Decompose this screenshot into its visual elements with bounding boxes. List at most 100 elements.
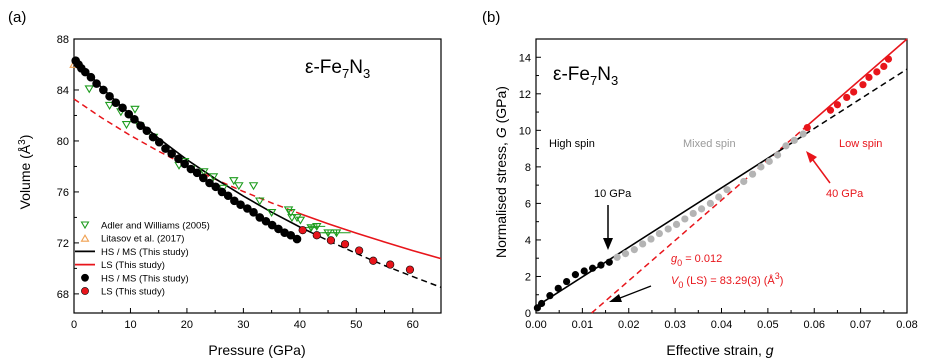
hs-ms-point	[136, 121, 145, 130]
legend-label: Adler and Williams (2005)	[101, 221, 210, 232]
panel-b-hs-fit-dashed	[804, 68, 908, 136]
hs-ms-point	[267, 220, 277, 230]
adler-point	[312, 222, 322, 232]
panel-b-xlabel: Effective strain, g	[666, 342, 773, 358]
panel-a-xtick-label: 0	[71, 319, 77, 331]
hs-ms-point	[148, 132, 158, 142]
panel-b-xtick-label: 0.04	[711, 319, 732, 331]
high-spin-point	[580, 267, 588, 275]
mixed-spin-point	[790, 136, 798, 144]
low-spin-point	[859, 81, 867, 89]
hs-ms-point	[92, 79, 101, 88]
high-spin-point	[537, 299, 546, 308]
hs-ms-point	[286, 230, 296, 240]
mixed-spin-point	[613, 253, 621, 261]
hs-ms-point	[124, 109, 134, 119]
arrow-40-gpa-head	[806, 151, 817, 163]
legend-label: Litasov et al. (2017)	[101, 234, 184, 245]
mixed-spin-point	[799, 130, 807, 138]
low-spin-point	[865, 73, 873, 81]
arrow-10-gpa-head	[603, 238, 613, 250]
adler-point	[254, 197, 265, 206]
high-spin-point	[597, 261, 605, 269]
hs-ms-point	[154, 137, 164, 147]
panel-b-ytick-label: 0	[525, 308, 531, 320]
mixed-spin-point	[757, 163, 765, 171]
low-spin-point	[833, 101, 842, 109]
adler-point	[104, 101, 115, 110]
hs-ms-point	[261, 216, 271, 226]
panel-a-ytick-label: 76	[57, 187, 69, 199]
hs-ms-point	[130, 114, 139, 124]
ls-point	[298, 226, 307, 235]
mixed-spin-point	[765, 157, 773, 165]
panel-b-ls-fit-solid	[804, 38, 908, 129]
low-spin-point	[850, 88, 858, 96]
hs-ms-point	[230, 196, 239, 206]
hs-ms-point	[142, 126, 152, 136]
high-spin-point	[571, 271, 580, 279]
panel-a-ytick-label: 88	[57, 34, 69, 46]
adler-point	[248, 182, 259, 191]
legend-marker	[81, 287, 89, 295]
panel-b-ytick-label: 10	[519, 125, 531, 137]
hs-ms-point	[255, 213, 265, 222]
panel-b-xtick-label: 0.02	[618, 319, 639, 331]
panel-b-ytick-label: 12	[519, 89, 531, 101]
mixed-spin-point	[672, 220, 681, 229]
hs-ms-point	[249, 208, 258, 217]
mixed-spin-label: Mixed spin	[683, 138, 736, 150]
adler-point	[331, 229, 342, 238]
panel-a-ls-fit-dashed	[73, 98, 301, 215]
panel-a-ytick-label: 72	[57, 238, 69, 250]
hs-ms-point	[86, 72, 96, 82]
mixed-spin-point	[723, 186, 731, 194]
arrow-g0-shaft	[619, 285, 652, 299]
ls-point	[312, 231, 321, 240]
g0-annotation: g0 = 0.012	[671, 253, 722, 268]
panel-b-ylabel: Normalised stress, G (GPa)	[493, 86, 509, 258]
mixed-spin-point	[748, 170, 757, 178]
panel-b-title: ε-Fe7N3	[553, 64, 618, 88]
adler-point	[130, 105, 140, 114]
panel-a-ytick-label: 84	[57, 85, 69, 97]
panel-b-ytick-label: 4	[525, 235, 531, 247]
panel-a-label: (a)	[8, 9, 26, 26]
panel-a-hs-fit-solid	[73, 56, 312, 234]
hs-ms-point	[174, 154, 183, 164]
panel-a-frame	[73, 38, 442, 314]
panel-b-ytick-label: 14	[519, 52, 531, 64]
high-spin-point	[563, 277, 571, 286]
mixed-spin-point	[706, 199, 714, 207]
mixed-spin-point	[630, 246, 638, 254]
low-spin-point	[880, 62, 888, 70]
hs-ms-point	[211, 182, 221, 192]
low-spin-label: Low spin	[839, 138, 882, 150]
mixed-spin-point	[664, 225, 672, 233]
panel-a-xlabel: Pressure (GPa)	[208, 342, 305, 358]
panel-b-hs-fit-solid	[535, 133, 806, 308]
ls-point	[369, 256, 378, 265]
legend-label: HS / MS (This study)	[101, 273, 189, 284]
hs-ms-point	[217, 187, 227, 197]
ls-point	[405, 265, 415, 274]
panel-a-xtick-label: 60	[407, 319, 419, 331]
hs-ms-point	[243, 204, 252, 213]
hs-ms-point	[205, 178, 214, 188]
mixed-spin-point	[655, 229, 663, 238]
low-spin-point	[873, 68, 881, 76]
adler-point	[295, 216, 306, 225]
adler-point	[84, 85, 95, 94]
adler-point	[306, 224, 316, 233]
mixed-spin-point	[681, 215, 689, 223]
adler-point	[266, 208, 277, 217]
high-spin-point	[546, 292, 554, 300]
panel-b-ytick-label: 8	[525, 162, 531, 174]
hs-ms-point	[192, 168, 202, 178]
panel-a-plot: 0 10 20 30 40 50 60 68 72 76 80 84 88 Adler and Willi…	[57, 34, 442, 331]
arrow-40-gpa-shaft	[812, 159, 831, 184]
adler-point	[286, 208, 296, 217]
panel-b-xtick-label: 0.03	[664, 319, 685, 331]
v0-annotation: V0 (LS) = 83.29(3) (Å3)	[671, 271, 783, 290]
